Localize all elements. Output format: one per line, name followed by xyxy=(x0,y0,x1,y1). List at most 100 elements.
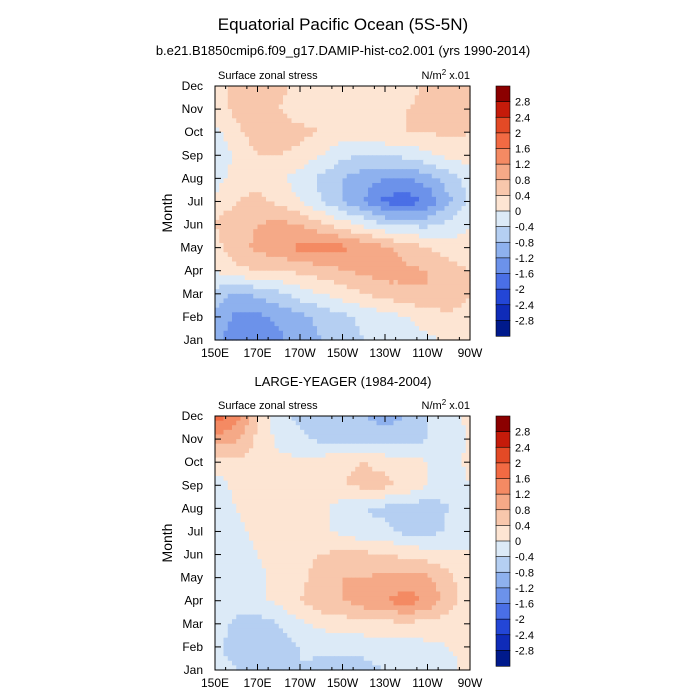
contour-cell xyxy=(338,122,344,129)
contour-cell xyxy=(257,499,263,505)
contour-cell xyxy=(355,471,361,477)
contour-cell xyxy=(363,146,369,152)
contour-cell xyxy=(334,522,339,528)
contour-cell xyxy=(440,86,446,92)
contour-cell xyxy=(266,90,271,96)
contour-cell xyxy=(261,95,267,101)
contour-cell xyxy=(368,457,373,463)
contour-cell xyxy=(376,485,382,491)
contour-cell xyxy=(342,335,348,341)
contour-cell xyxy=(376,531,382,537)
contour-cell xyxy=(274,457,280,463)
contour-cell xyxy=(431,439,437,445)
contour-cell xyxy=(304,127,310,133)
contour-cell xyxy=(338,178,344,184)
contour-cell xyxy=(385,187,390,193)
contour-cell xyxy=(427,86,433,92)
contour-cell xyxy=(376,526,382,533)
contour-cell xyxy=(406,164,412,170)
contour-cell xyxy=(236,215,242,221)
contour-cell xyxy=(219,99,225,106)
contour-cell xyxy=(410,169,416,175)
contour-cell xyxy=(261,526,267,533)
contour-cell xyxy=(431,182,437,189)
contour-cell xyxy=(295,178,301,184)
contour-cell xyxy=(363,489,369,496)
contour-cell xyxy=(223,439,229,445)
contour-cell xyxy=(232,448,237,454)
contour-cell xyxy=(308,536,314,542)
contour-cell xyxy=(261,192,267,198)
contour-cell xyxy=(393,113,399,119)
contour-cell xyxy=(457,522,463,528)
contour-cell xyxy=(346,238,352,244)
contour-cell xyxy=(461,420,467,426)
contour-cell xyxy=(342,439,348,445)
contour-cell xyxy=(380,517,386,523)
contour-cell xyxy=(257,531,263,537)
contour-cell xyxy=(291,238,297,244)
contour-cell xyxy=(308,494,314,500)
contour-cell xyxy=(406,303,412,309)
contour-cell xyxy=(334,448,339,454)
contour-cell xyxy=(236,503,242,509)
contour-cell xyxy=(223,169,229,175)
contour-cell xyxy=(342,196,348,203)
contour-cell xyxy=(419,159,424,166)
contour-cell xyxy=(283,122,288,129)
contour-cell xyxy=(419,485,424,491)
contour-cell xyxy=(291,270,297,276)
y-tick-label: Nov xyxy=(182,102,203,116)
contour-cell xyxy=(342,499,348,505)
contour-cell xyxy=(342,150,348,156)
contour-cell xyxy=(308,443,314,449)
contour-cell xyxy=(410,256,416,263)
contour-cell xyxy=(266,330,271,336)
contour-cell xyxy=(312,416,318,422)
contour-cell xyxy=(283,536,288,542)
contour-cell xyxy=(215,173,220,179)
contour-cell xyxy=(244,466,250,473)
contour-cell xyxy=(457,178,463,184)
contour-cell xyxy=(436,196,441,203)
contour-cell xyxy=(368,466,373,473)
contour-cell xyxy=(444,517,450,523)
contour-cell xyxy=(461,326,467,332)
contour-cell xyxy=(308,266,314,272)
contour-cell xyxy=(436,429,441,436)
contour-cell xyxy=(363,480,369,486)
contour-cell xyxy=(253,196,259,203)
contour-cell xyxy=(304,275,310,281)
contour-cell xyxy=(431,210,437,216)
contour-cell xyxy=(338,434,344,440)
contour-cell xyxy=(351,243,356,249)
panel-top: b.e21.B1850cmip6.f09_g17.DAMIP-hist-co2.… xyxy=(156,43,530,360)
contour-cell xyxy=(342,485,348,491)
contour-cell xyxy=(457,104,463,110)
contour-cell xyxy=(376,95,382,101)
contour-cell xyxy=(244,136,250,143)
contour-cell xyxy=(355,503,361,509)
contour-cell xyxy=(423,457,429,463)
contour-cell xyxy=(295,275,301,281)
contour-cell xyxy=(363,425,369,431)
contour-cell xyxy=(317,303,322,309)
contour-cell xyxy=(295,155,301,161)
contour-cell xyxy=(397,219,403,226)
contour-cell xyxy=(266,238,271,244)
contour-cell xyxy=(385,141,390,147)
contour-cell xyxy=(291,224,297,230)
contour-cell xyxy=(287,326,293,332)
contour-cell xyxy=(346,457,352,463)
contour-cell xyxy=(266,316,271,323)
contour-cell xyxy=(431,303,437,309)
contour-cell xyxy=(444,480,450,486)
contour-cell xyxy=(402,164,407,170)
contour-cell xyxy=(257,266,263,272)
contour-cell xyxy=(266,159,271,166)
contour-cell xyxy=(334,303,339,309)
contour-cell xyxy=(266,284,271,290)
contour-cell xyxy=(334,279,339,286)
contour-cell xyxy=(257,86,263,92)
contour-cell xyxy=(359,192,365,198)
